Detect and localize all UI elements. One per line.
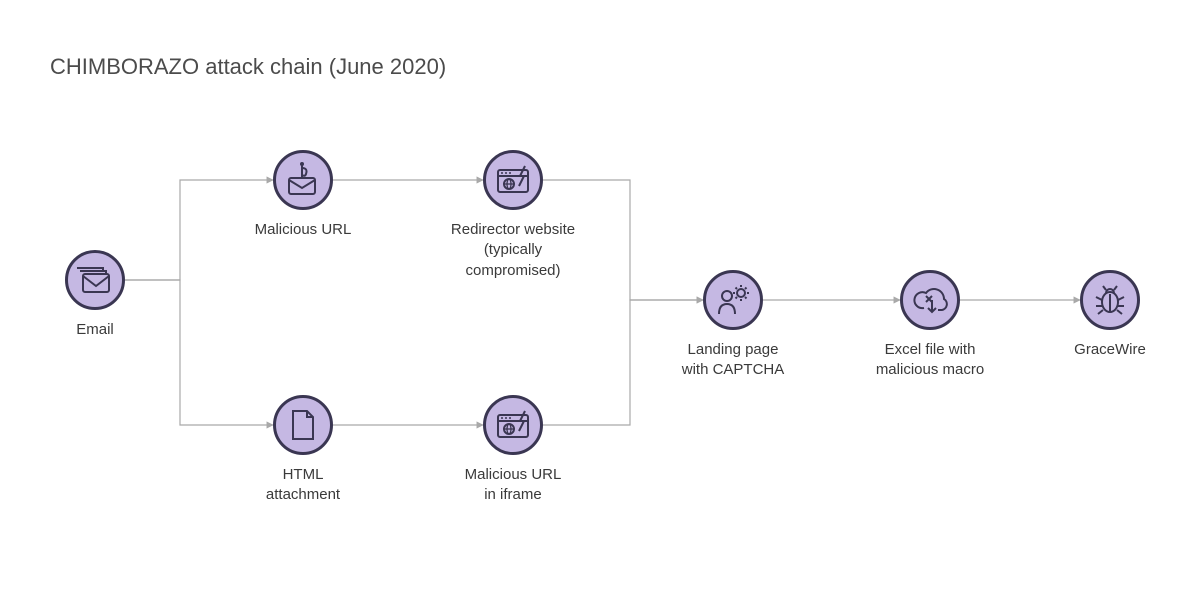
node-label: GraceWire [1074, 340, 1146, 360]
node-label: Email [76, 320, 114, 340]
node-mal_ifr: Malicious URLin iframe [438, 395, 588, 506]
node-gracewire: GraceWire [1035, 270, 1185, 360]
node-label: Malicious URLin iframe [465, 465, 562, 506]
cloud-down-icon [900, 270, 960, 330]
phish-mail-icon [273, 150, 333, 210]
node-mal_url: Malicious URL [228, 150, 378, 240]
node-label: Excel file withmalicious macro [876, 340, 984, 381]
diagram-title: CHIMBORAZO attack chain (June 2020) [50, 54, 446, 80]
node-excel: Excel file withmalicious macro [855, 270, 1005, 381]
user-gear-icon [703, 270, 763, 330]
node-label: Redirector website(typicallycompromised) [451, 220, 575, 281]
node-email: Email [20, 250, 170, 340]
file-icon [273, 395, 333, 455]
node-redirect: Redirector website(typicallycompromised) [438, 150, 588, 281]
envelopes-icon [65, 250, 125, 310]
node-html_att: HTMLattachment [228, 395, 378, 506]
bug-icon [1080, 270, 1140, 330]
node-label: Landing pagewith CAPTCHA [682, 340, 785, 381]
node-label: Malicious URL [255, 220, 352, 240]
browser-bolt-icon [483, 150, 543, 210]
node-label: HTMLattachment [266, 465, 340, 506]
browser-bolt-icon [483, 395, 543, 455]
connector-layer [0, 0, 1194, 597]
node-landing: Landing pagewith CAPTCHA [658, 270, 808, 381]
